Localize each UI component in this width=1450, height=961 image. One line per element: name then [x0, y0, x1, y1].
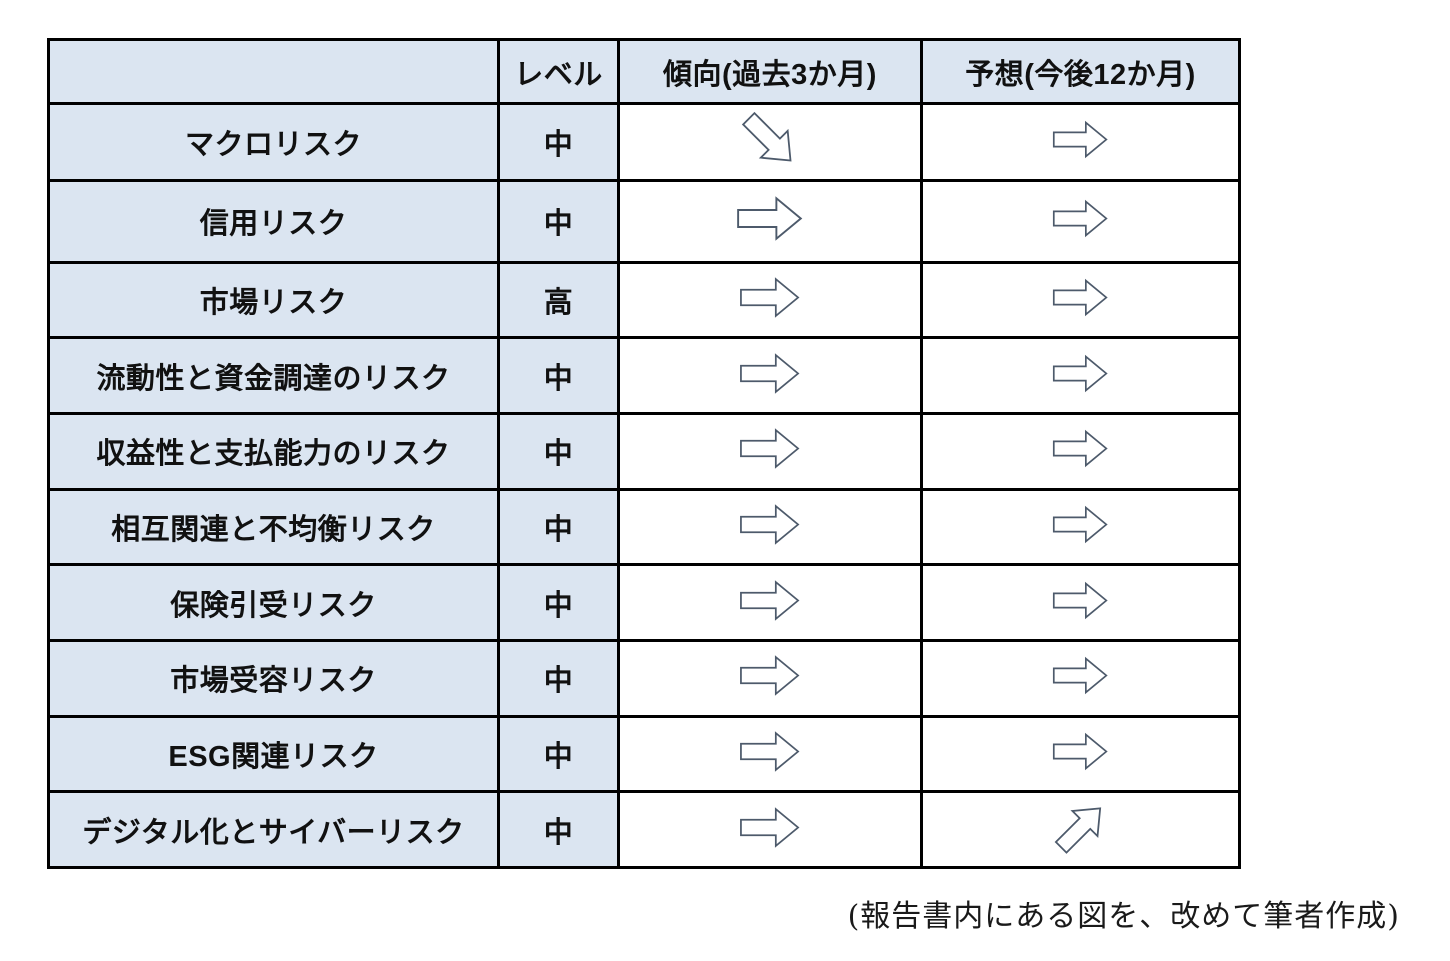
forecast-cell	[920, 336, 1241, 415]
table-row: 流動性と資金調達のリスク 中	[47, 336, 1241, 415]
risk-level: 中	[497, 563, 620, 642]
forecast-arrow-icon	[1052, 580, 1109, 621]
forecast-arrow-icon	[1052, 655, 1109, 696]
trend-arrow-icon	[739, 502, 801, 547]
figure-caption: (報告書内にある図を、改めて筆者作成)	[847, 899, 1400, 934]
forecast-cell	[920, 411, 1241, 491]
forecast-cell	[920, 179, 1241, 264]
trend-arrow-icon	[731, 107, 809, 178]
table-row: 信用リスク 中	[47, 179, 1241, 264]
risk-level: 中	[497, 179, 620, 264]
risk-level: 中	[497, 638, 620, 718]
forecast-arrow-icon	[1052, 353, 1109, 394]
forecast-arrow-icon	[1052, 198, 1109, 239]
risk-label: 収益性と支払能力のリスク	[47, 411, 500, 491]
forecast-arrow-icon	[1052, 731, 1109, 772]
trend-cell	[617, 563, 923, 642]
forecast-cell	[920, 260, 1241, 340]
trend-arrow-icon	[739, 275, 801, 320]
risk-level: 中	[497, 714, 620, 794]
risk-level: 中	[497, 790, 620, 869]
forecast-cell	[920, 487, 1241, 567]
trend-cell	[617, 714, 923, 794]
trend-arrow-icon	[739, 426, 801, 471]
forecast-cell	[920, 790, 1241, 869]
table-row: 相互関連と不均衡リスク 中	[47, 487, 1241, 567]
forecast-arrow-icon	[1052, 119, 1109, 160]
table-row: 収益性と支払能力のリスク 中	[47, 411, 1241, 491]
header-forecast: 予想(今後12か月)	[920, 37, 1241, 106]
header-trend: 傾向(過去3か月)	[617, 37, 923, 106]
table-row: 保険引受リスク 中	[47, 563, 1241, 642]
trend-arrow-icon	[739, 805, 801, 850]
trend-cell	[617, 102, 923, 183]
risk-label: 相互関連と不均衡リスク	[47, 487, 500, 567]
forecast-arrow-icon	[1044, 795, 1117, 864]
table-row: 市場受容リスク 中	[47, 638, 1241, 718]
risk-label: ESG関連リスク	[47, 714, 500, 794]
table-row: 市場リスク 高	[47, 260, 1241, 340]
header-empty-cell	[47, 37, 500, 106]
risk-label: 保険引受リスク	[47, 563, 500, 642]
forecast-cell	[920, 638, 1241, 718]
trend-arrow-icon	[739, 653, 801, 698]
table-row: マクロリスク 中	[47, 102, 1241, 183]
risk-label: 市場受容リスク	[47, 638, 500, 718]
risk-label: デジタル化とサイバーリスク	[47, 790, 500, 869]
table-row: デジタル化とサイバーリスク 中	[47, 790, 1241, 869]
risk-label: 市場リスク	[47, 260, 500, 340]
trend-cell	[617, 638, 923, 718]
risk-label: 信用リスク	[47, 179, 500, 264]
risk-level: 高	[497, 260, 620, 340]
forecast-cell	[920, 102, 1241, 183]
trend-arrow-icon	[739, 578, 801, 623]
risk-table: レベル 傾向(過去3か月) 予想(今後12か月) マクロリスク 中 信用リスク …	[47, 37, 1241, 869]
risk-level: 中	[497, 487, 620, 567]
risk-level: 中	[497, 411, 620, 491]
risk-label: 流動性と資金調達のリスク	[47, 336, 500, 415]
trend-arrow-icon	[739, 729, 801, 774]
header-level: レベル	[497, 37, 620, 106]
forecast-cell	[920, 714, 1241, 794]
forecast-cell	[920, 563, 1241, 642]
trend-arrow-icon	[736, 194, 804, 243]
trend-cell	[617, 336, 923, 415]
forecast-arrow-icon	[1052, 428, 1109, 469]
trend-arrow-icon	[739, 351, 801, 396]
trend-cell	[617, 790, 923, 869]
trend-cell	[617, 260, 923, 340]
table-row: ESG関連リスク 中	[47, 714, 1241, 794]
forecast-arrow-icon	[1052, 504, 1109, 545]
trend-cell	[617, 487, 923, 567]
trend-cell	[617, 411, 923, 491]
risk-level: 中	[497, 336, 620, 415]
table-header-row: レベル 傾向(過去3か月) 予想(今後12か月)	[47, 37, 1241, 106]
risk-label: マクロリスク	[47, 102, 500, 183]
risk-level: 中	[497, 102, 620, 183]
forecast-arrow-icon	[1052, 277, 1109, 318]
trend-cell	[617, 179, 923, 264]
